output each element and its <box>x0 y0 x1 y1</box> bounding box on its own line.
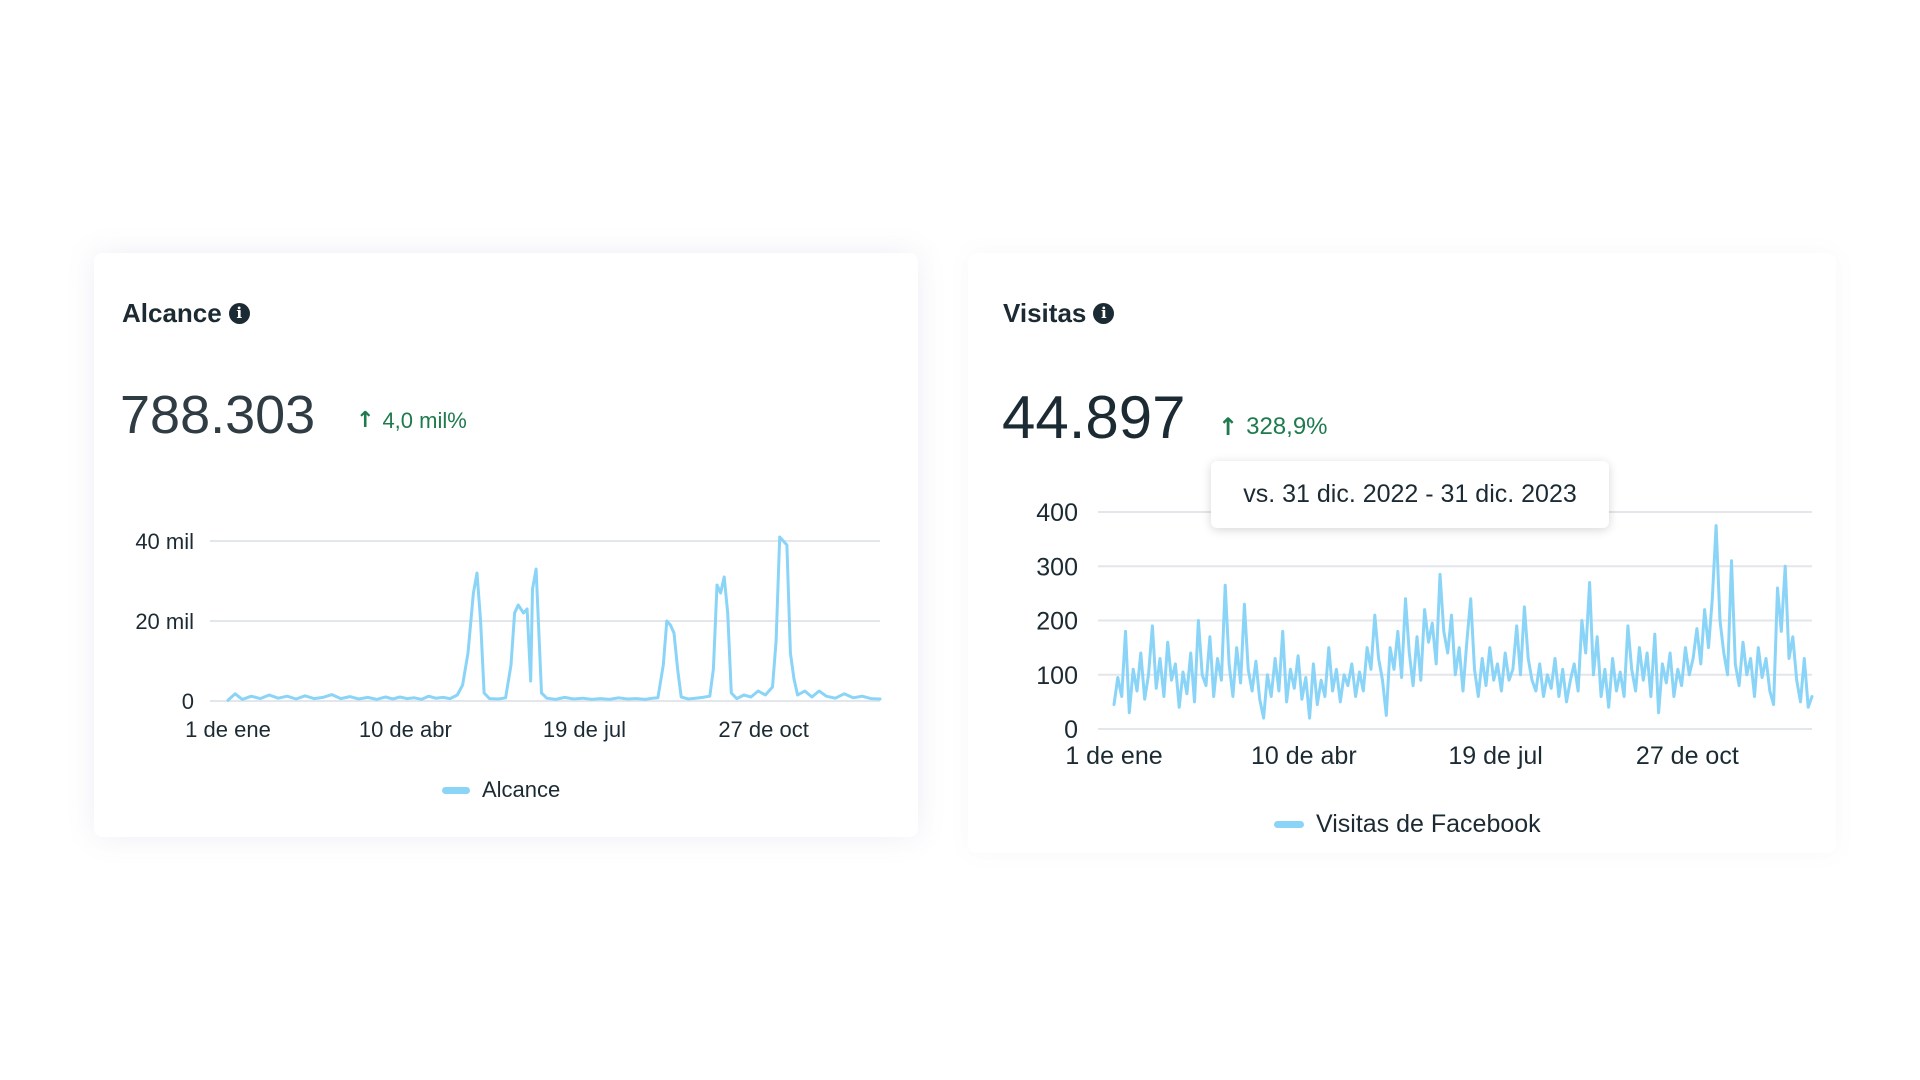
visits-card-title: Visitas i <box>1003 298 1115 329</box>
visits-legend-label: Visitas de Facebook <box>1316 810 1541 838</box>
visits-chart: 0 100 200 300 400 1 de ene 10 de abr 19 de jul 2… <box>1036 499 1814 770</box>
y-tick-label: 400 <box>1036 499 1078 527</box>
x-tick-label: 10 de abr <box>1251 742 1357 770</box>
x-tick-label: 10 de abr <box>359 717 452 742</box>
x-tick-label: 27 de oct <box>1636 742 1739 770</box>
visits-legend-swatch <box>1274 821 1304 828</box>
reach-legend-label: Alcance <box>482 777 561 802</box>
reach-change: ↑ 4,0 mil% <box>356 410 467 432</box>
y-tick-label: 40 mil <box>135 529 194 554</box>
y-tick-label: 200 <box>1036 608 1078 636</box>
visits-value: 44.897 <box>1002 384 1186 451</box>
visits-legend: Visitas de Facebook <box>1274 810 1541 839</box>
reach-card-title: Alcance i <box>122 298 250 329</box>
visits-change: ↑ 328,9% <box>1218 413 1328 441</box>
y-tick-label: 300 <box>1036 553 1078 581</box>
arrow-up-icon: ↑ <box>1218 413 1239 441</box>
x-tick-label: 27 de oct <box>718 717 809 742</box>
reach-legend: Alcance <box>442 777 560 803</box>
x-tick-label: 1 de ene <box>185 717 271 742</box>
visits-card: Visitas i 44.897 ↑ 328,9% Visitas de Fac… <box>968 253 1836 853</box>
reach-value: 788.303 <box>120 385 316 445</box>
reach-chart: 0 20 mil 40 mil 1 de ene 10 de abr 19 de jul 2… <box>135 529 882 742</box>
series-line-0 <box>226 535 882 702</box>
reach-title-text: Alcance <box>122 298 222 328</box>
info-icon[interactable]: i <box>1093 303 1115 324</box>
comparison-tooltip: vs. 31 dic. 2022 - 31 dic. 2023 <box>1211 461 1609 528</box>
y-tick-label: 20 mil <box>135 609 194 634</box>
arrow-up-icon: ↑ <box>356 408 375 433</box>
visits-change-text: 328,9% <box>1246 413 1328 440</box>
series-line-0 <box>1112 524 1814 720</box>
reach-change-text: 4,0 mil% <box>382 408 467 433</box>
reach-legend-swatch <box>442 786 470 794</box>
y-tick-label: 100 <box>1036 662 1078 690</box>
x-tick-label: 19 de jul <box>543 717 626 742</box>
x-tick-label: 19 de jul <box>1448 742 1543 770</box>
info-icon[interactable]: i <box>228 303 250 324</box>
visits-title-text: Visitas <box>1003 298 1087 328</box>
y-tick-label: 0 <box>1064 716 1078 744</box>
y-tick-label: 0 <box>182 689 194 714</box>
x-tick-label: 1 de ene <box>1065 742 1162 770</box>
